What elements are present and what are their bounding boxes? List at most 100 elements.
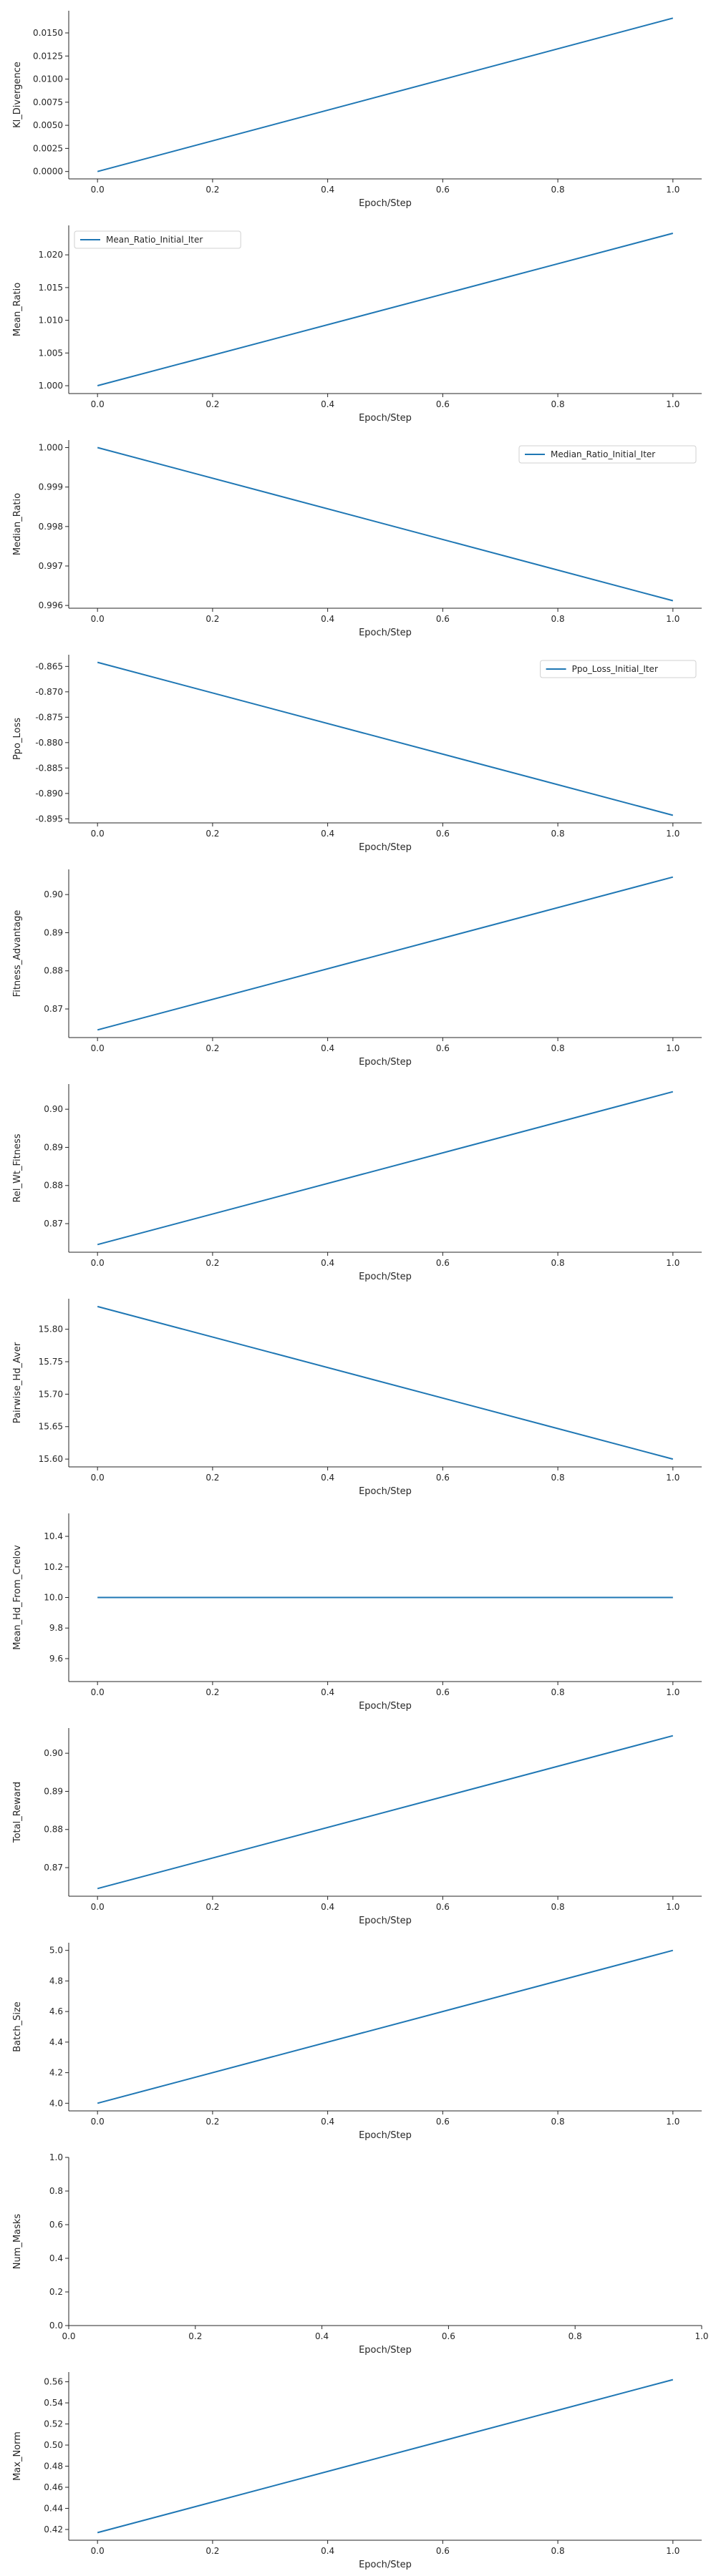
x-axis-label: Epoch/Step — [359, 1486, 412, 1497]
x-tick-label: 0.8 — [551, 1258, 565, 1268]
x-tick-label: 0.6 — [436, 2546, 450, 2556]
y-tick-label: 0.2 — [49, 2287, 63, 2297]
y-axis-label: Kl_Divergence — [12, 62, 23, 128]
y-tick-label: 0.56 — [44, 2377, 63, 2387]
x-tick-label: 1.0 — [666, 1473, 679, 1483]
series-line — [97, 2379, 674, 2534]
subplot-9: 0.0 0.2 0.4 0.6 0.8 1.0 0.87 0.88 0.89 0.90 Epoch/… — [12, 1728, 702, 1926]
x-tick-label: 0.0 — [91, 1258, 105, 1268]
x-tick-label: 0.4 — [315, 2331, 329, 2341]
x-tick-label: 0.6 — [436, 1258, 450, 1268]
y-tick-label: 0.0125 — [33, 51, 63, 61]
y-tick-label: -0.875 — [35, 712, 63, 722]
y-tick-label: 0.0150 — [33, 28, 63, 38]
y-tick-label: -0.870 — [35, 687, 63, 697]
y-tick-label: 0.998 — [39, 522, 63, 532]
y-tick-label: 0.997 — [39, 561, 63, 571]
legend-label: Mean_Ratio_Initial_Iter — [106, 235, 203, 245]
x-tick-label: 0.2 — [205, 1687, 219, 1697]
y-tick-label: 0.4 — [49, 2253, 63, 2263]
y-tick-label: 0.89 — [44, 927, 63, 937]
x-tick-label: 0.4 — [321, 1043, 334, 1053]
y-tick-label: 0.44 — [44, 2503, 63, 2513]
series-line — [97, 661, 674, 816]
y-tick-label: 10.0 — [44, 1593, 63, 1603]
subplot-1: 0.0 0.2 0.4 0.6 0.8 1.0 0.0000 0.0025 0.0050 0.00… — [12, 11, 702, 209]
y-tick-label: -0.895 — [35, 814, 63, 824]
x-tick-label: 1.0 — [666, 1043, 679, 1053]
legend-box — [540, 660, 697, 678]
y-tick-label: 15.65 — [39, 1422, 63, 1432]
y-tick-label: 0.88 — [44, 1825, 63, 1835]
y-axis-label: Mean_Hd_From_Crelov — [12, 1545, 23, 1650]
x-tick-label: 0.0 — [91, 829, 105, 839]
y-tick-label: 0.0 — [49, 2321, 63, 2331]
y-tick-label: 0.90 — [44, 1104, 63, 1114]
y-tick-label: 0.6 — [49, 2220, 63, 2230]
x-tick-label: 0.0 — [91, 2546, 105, 2556]
x-tick-label: 0.8 — [551, 1473, 565, 1483]
x-tick-label: 0.6 — [436, 1473, 450, 1483]
x-tick-label: 0.6 — [436, 1902, 450, 1912]
x-tick-label: 0.8 — [551, 1902, 565, 1912]
x-tick-label: 0.2 — [205, 399, 219, 409]
x-tick-label: 0.4 — [321, 2546, 334, 2556]
y-tick-label: 0.90 — [44, 1748, 63, 1758]
x-tick-label: 0.0 — [91, 1043, 105, 1053]
x-tick-label: 0.2 — [205, 185, 219, 195]
y-tick-label: 0.996 — [39, 600, 63, 610]
x-tick-label: 0.6 — [436, 614, 450, 624]
x-tick-label: 0.8 — [551, 829, 565, 839]
series-line — [97, 876, 674, 1031]
x-tick-label: 0.6 — [436, 185, 450, 195]
series-line — [97, 1735, 674, 1890]
y-tick-label: 9.8 — [49, 1623, 63, 1633]
y-tick-label: 0.0100 — [33, 74, 63, 84]
y-tick-label: 0.89 — [44, 1142, 63, 1152]
x-axis-label: Epoch/Step — [359, 1272, 412, 1282]
y-tick-label: 0.0075 — [33, 97, 63, 107]
x-tick-label: 0.4 — [321, 1687, 334, 1697]
x-tick-label: 0.6 — [436, 399, 450, 409]
y-tick-label: 15.70 — [39, 1389, 63, 1399]
subplot-11: 0.0 0.2 0.4 0.6 0.8 1.0 0.0 0.2 0.4 0.6 0.8 1.0 Epoc… — [12, 2152, 709, 2356]
x-tick-label: 0.2 — [205, 614, 219, 624]
y-tick-label: 4.8 — [49, 1976, 63, 1986]
series-line — [97, 17, 674, 172]
x-tick-label: 0.0 — [91, 1473, 105, 1483]
y-tick-label: 0.50 — [44, 2440, 63, 2450]
x-tick-label: 0.2 — [205, 2117, 219, 2127]
x-tick-label: 0.0 — [91, 399, 105, 409]
x-tick-label: 1.0 — [666, 1902, 679, 1912]
x-tick-label: 0.6 — [442, 2331, 455, 2341]
x-tick-label: 0.4 — [321, 2117, 334, 2127]
legend: Mean_Ratio_Initial_Iter — [74, 230, 241, 249]
x-tick-label: 0.2 — [205, 1258, 219, 1268]
x-tick-label: 0.8 — [551, 1687, 565, 1697]
x-tick-label: 0.6 — [436, 829, 450, 839]
y-axis-label: Rel_Wt_Fitness — [12, 1133, 23, 1202]
x-tick-label: 0.2 — [205, 1473, 219, 1483]
y-tick-label: 10.4 — [44, 1531, 63, 1541]
y-tick-label: 15.75 — [39, 1357, 63, 1367]
x-tick-label: 0.8 — [551, 1043, 565, 1053]
y-tick-label: 0.42 — [44, 2524, 63, 2534]
y-tick-label: 4.4 — [49, 2037, 63, 2047]
legend-label: Median_Ratio_Initial_Iter — [551, 449, 655, 459]
x-tick-label: 0.2 — [205, 1043, 219, 1053]
x-tick-label: 0.8 — [551, 2117, 565, 2127]
x-tick-label: 0.4 — [321, 1258, 334, 1268]
x-axis-label: Epoch/Step — [359, 1057, 412, 1068]
subplot-12: 0.0 0.2 0.4 0.6 0.8 1.0 0.42 0.44 0.46 0.48 0.50 0.… — [12, 2372, 702, 2570]
x-axis-label: Epoch/Step — [359, 1916, 412, 1926]
x-axis-label: Epoch/Step — [359, 2130, 412, 2141]
x-tick-label: 1.0 — [666, 829, 679, 839]
x-axis-label: Epoch/Step — [359, 842, 412, 853]
x-axis-label: Epoch/Step — [359, 198, 412, 209]
x-tick-label: 0.0 — [91, 614, 105, 624]
legend: Median_Ratio_Initial_Iter — [518, 445, 697, 464]
y-tick-label: 9.6 — [49, 1654, 63, 1664]
y-tick-label: -0.865 — [35, 661, 63, 671]
y-tick-label: 1.005 — [39, 348, 63, 358]
y-tick-label: 1.010 — [39, 316, 63, 326]
